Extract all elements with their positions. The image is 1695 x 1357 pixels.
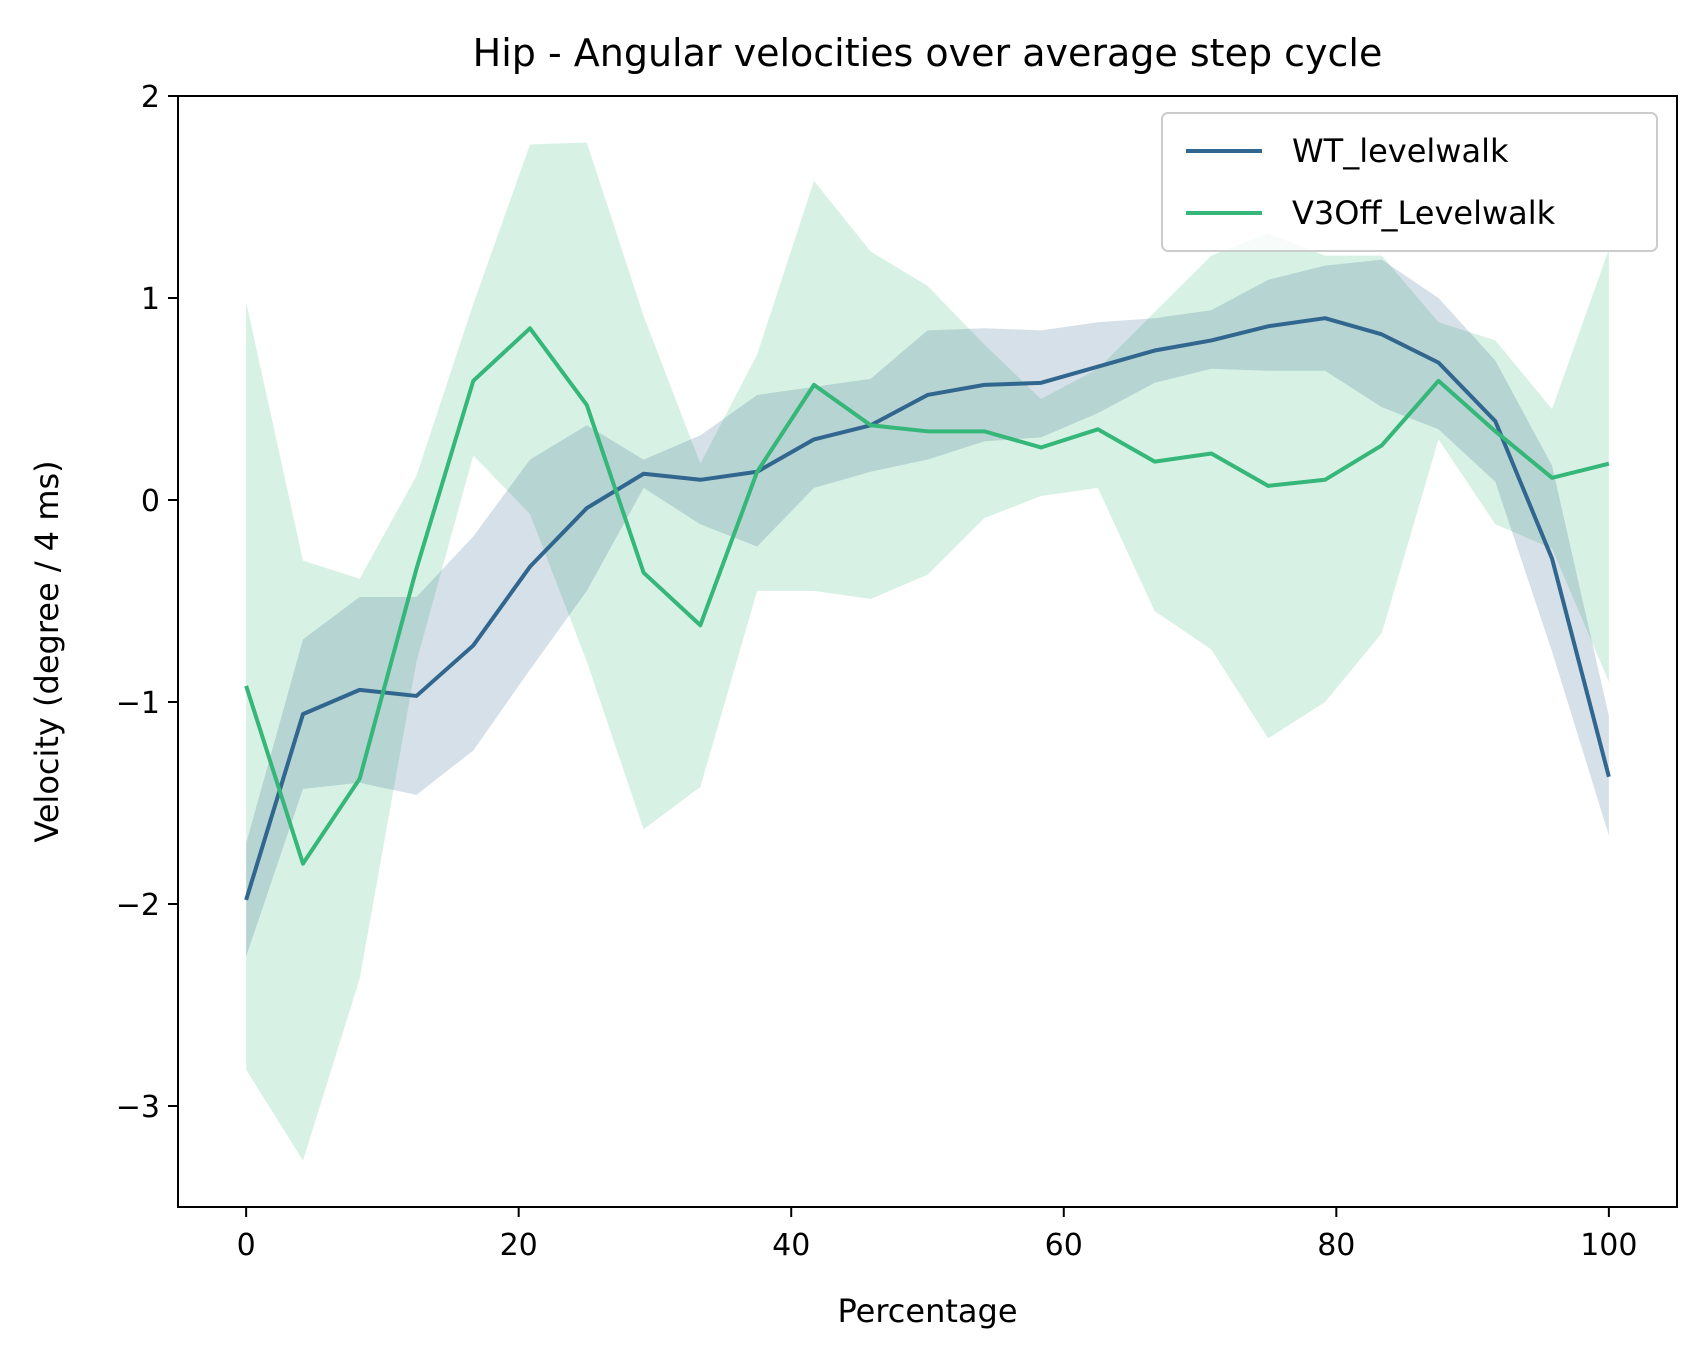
y-tick-label: 2 xyxy=(141,80,160,115)
x-axis-ticks: 0 20 40 60 80 100 xyxy=(237,1207,1637,1263)
y-tick-label: 1 xyxy=(141,282,160,317)
y-tick-label: 0 xyxy=(141,484,160,519)
series-line-V3Off_Levelwalk xyxy=(244,326,1610,866)
legend-label: WT_levelwalk xyxy=(1292,132,1509,170)
band-WT_levelwalk xyxy=(246,259,1609,957)
plot-frame xyxy=(177,95,1678,1208)
x-tick-label: 0 xyxy=(237,1228,256,1263)
y-axis-title: Velocity (degree / 4 ms) xyxy=(28,460,66,842)
series-line-WT_levelwalk xyxy=(244,316,1611,901)
y-tick-label: −1 xyxy=(116,686,160,721)
band-V3Off_Levelwalk xyxy=(246,142,1609,1161)
x-tick-label: 80 xyxy=(1317,1228,1355,1263)
chart-title: Hip - Angular velocities over average st… xyxy=(473,31,1383,75)
x-tick-label: 100 xyxy=(1580,1228,1637,1263)
x-tick-label: 20 xyxy=(500,1228,538,1263)
y-tick-label: −3 xyxy=(116,1090,160,1125)
x-axis-title: Percentage xyxy=(837,1292,1017,1330)
x-tick-label: 60 xyxy=(1045,1228,1083,1263)
x-tick-label: 40 xyxy=(772,1228,810,1263)
series-lines xyxy=(244,316,1611,901)
legend-box xyxy=(1161,112,1658,252)
y-tick-label: −2 xyxy=(116,888,160,923)
confidence-bands xyxy=(246,142,1609,1161)
legend: WT_levelwalk V3Off_Levelwalk xyxy=(1161,112,1658,252)
legend-label: V3Off_Levelwalk xyxy=(1292,194,1556,232)
y-axis-ticks: −3 −2 −1 0 1 2 xyxy=(116,80,178,1125)
